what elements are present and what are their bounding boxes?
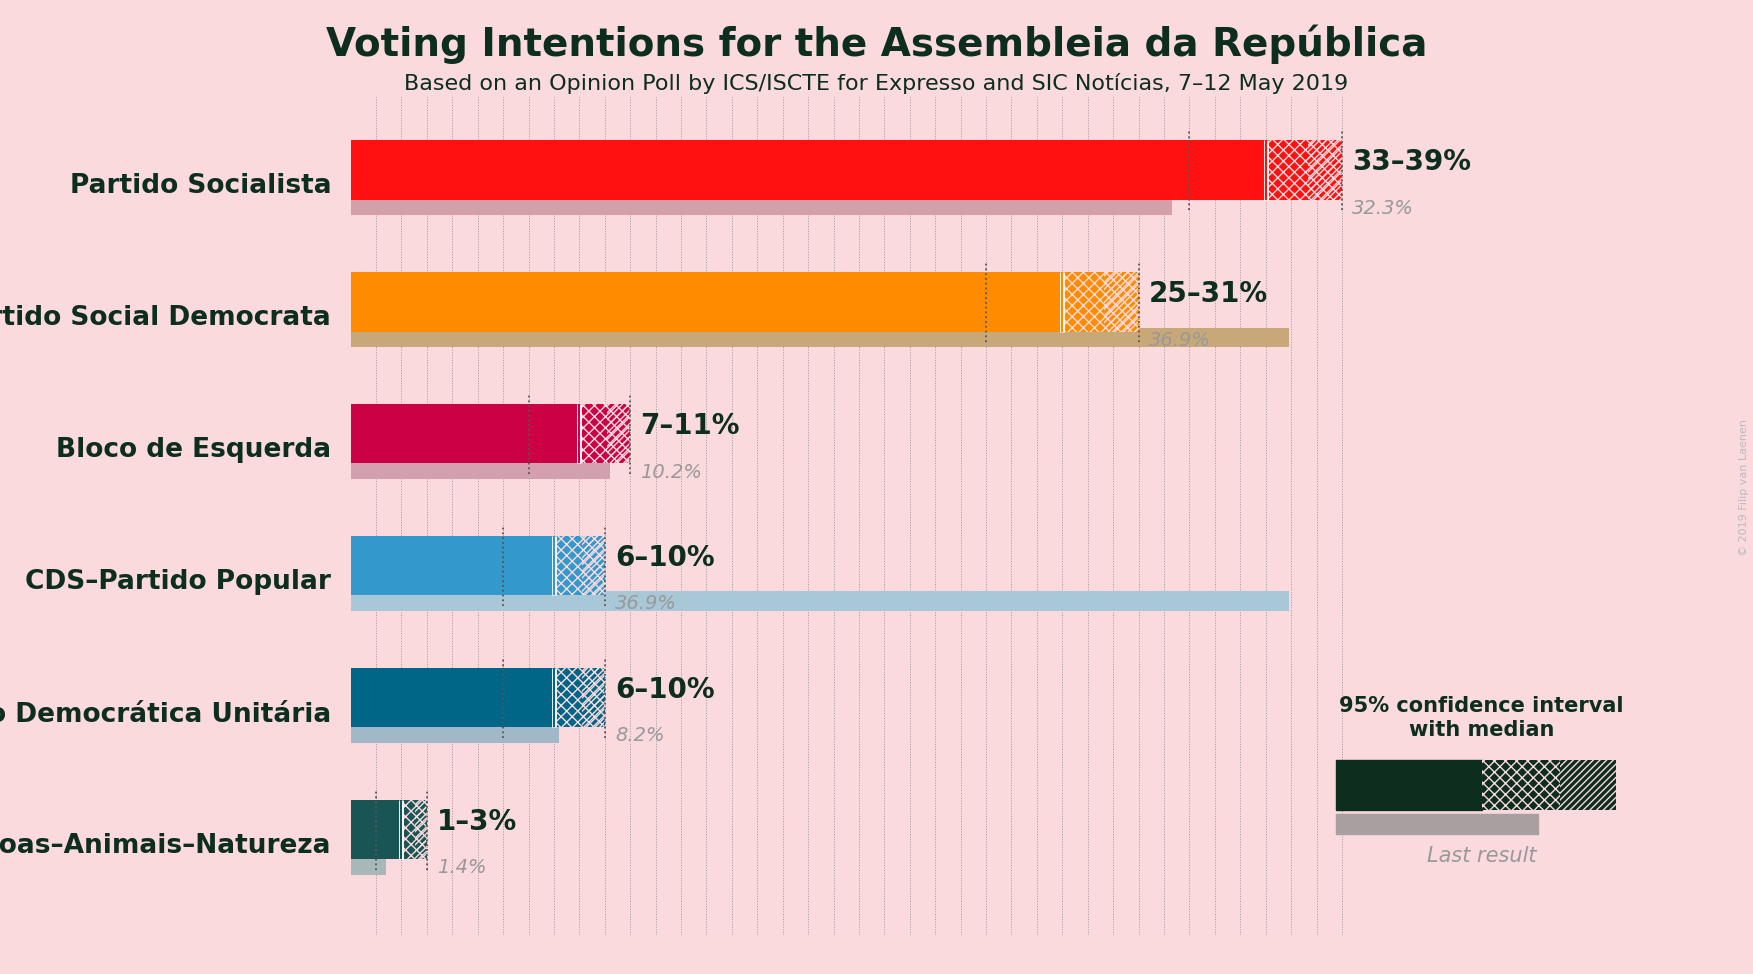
Bar — [582, 536, 605, 595]
Bar — [554, 668, 605, 728]
Bar — [578, 404, 631, 464]
Text: 25–31%: 25–31% — [1148, 280, 1267, 308]
Text: 1–3%: 1–3% — [436, 807, 517, 836]
Text: 6–10%: 6–10% — [615, 543, 715, 572]
Bar — [1062, 272, 1139, 331]
Text: Based on an Opinion Poll by ICS/ISCTE for Expresso and SIC Notícias, 7–12 May 20: Based on an Opinion Poll by ICS/ISCTE fo… — [405, 73, 1348, 94]
Text: 7–11%: 7–11% — [640, 412, 740, 440]
Bar — [401, 800, 428, 859]
Text: 10.2%: 10.2% — [640, 463, 703, 481]
Bar — [351, 536, 554, 595]
Bar — [1266, 140, 1343, 200]
Text: Last result: Last result — [1427, 846, 1536, 867]
Text: © 2019 Filip van Laenen: © 2019 Filip van Laenen — [1739, 419, 1749, 555]
Bar — [351, 327, 1288, 348]
Text: 8.2%: 8.2% — [615, 727, 664, 745]
Text: 33–39%: 33–39% — [1352, 148, 1471, 176]
Bar — [607, 404, 631, 464]
Text: 32.3%: 32.3% — [1352, 199, 1415, 218]
Bar — [351, 855, 386, 875]
Bar — [351, 272, 1062, 331]
Text: Voting Intentions for the Assembleia da República: Voting Intentions for the Assembleia da … — [326, 24, 1427, 64]
Text: 95% confidence interval
with median: 95% confidence interval with median — [1339, 696, 1623, 739]
Bar — [351, 404, 578, 464]
Bar — [351, 724, 559, 743]
Text: 1.4%: 1.4% — [436, 858, 487, 878]
Bar — [351, 591, 1288, 612]
Bar — [351, 800, 401, 859]
Bar — [554, 536, 605, 595]
Bar — [1308, 140, 1343, 200]
Bar — [415, 800, 428, 859]
Bar — [351, 140, 1266, 200]
Text: 36.9%: 36.9% — [615, 594, 677, 614]
Bar — [582, 668, 605, 728]
Text: 36.9%: 36.9% — [1148, 330, 1211, 350]
Bar — [1104, 272, 1139, 331]
Bar — [351, 460, 610, 479]
Text: 6–10%: 6–10% — [615, 676, 715, 703]
Bar — [351, 668, 554, 728]
Bar — [351, 196, 1171, 215]
